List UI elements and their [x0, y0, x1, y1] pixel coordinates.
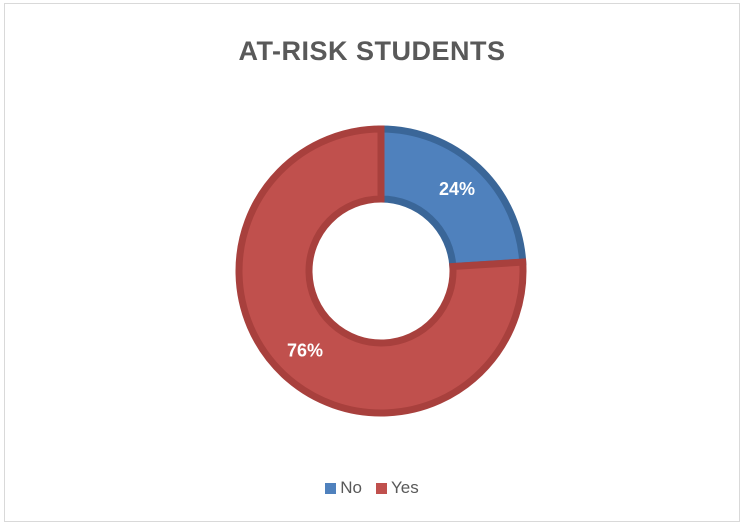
donut-chart: 24% 76%	[235, 125, 527, 417]
legend: No Yes	[5, 478, 739, 498]
legend-label-yes: Yes	[391, 478, 419, 497]
chart-title: AT-RISK STUDENTS	[238, 36, 506, 66]
legend-item-yes: Yes	[376, 478, 419, 498]
slice-yes	[235, 125, 527, 417]
slice-no	[377, 125, 527, 271]
legend-swatch-yes	[376, 482, 387, 494]
legend-swatch-no	[325, 482, 337, 494]
chart-area: AT-RISK STUDENTS 24% 76% No Yes	[4, 3, 740, 522]
legend-item-no: No	[325, 478, 362, 498]
data-label-yes: 76%	[287, 341, 323, 361]
data-label-no: 24%	[439, 179, 475, 199]
legend-label-no: No	[340, 478, 362, 497]
